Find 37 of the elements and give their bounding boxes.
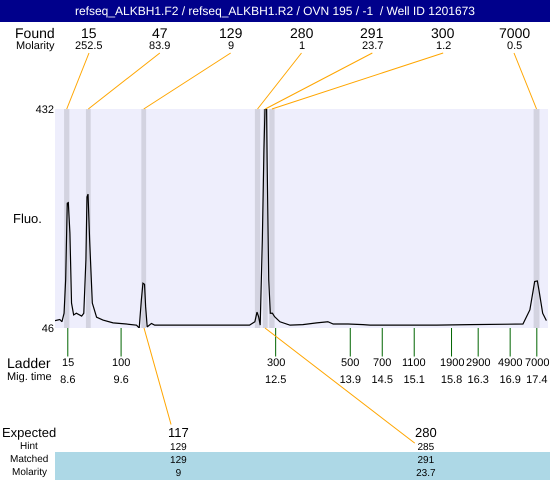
annotation: 15 [62, 357, 74, 369]
annotation: 300 [267, 357, 286, 369]
annotation: 700 [373, 357, 392, 369]
band-label: 15 252.5 [75, 25, 103, 52]
x-tick-label: 15.1 [404, 374, 425, 386]
band-label: 47 83.9 [149, 25, 170, 52]
annotation: 7000 [525, 357, 550, 369]
line-series [55, 109, 547, 328]
annotation: 500 [341, 357, 360, 369]
y-tick-label: 46 [42, 322, 54, 335]
annotation: 1900 [440, 357, 464, 369]
x-tick-label: 8.6 [60, 374, 76, 386]
annotation: 100 [112, 357, 130, 369]
text: Expected Hint Matched Molarity [2, 425, 56, 478]
text: Ladder Mig. time [7, 355, 52, 383]
annotation: 280 285 291 23.7 [415, 425, 437, 479]
band-label: 129 9 [219, 25, 243, 52]
annotation: 117 129 129 9 [168, 425, 189, 479]
x-tick-label: 15.8 [440, 374, 462, 386]
x-tick-label: 17.4 [526, 374, 548, 386]
band-label: 300 1.2 [431, 25, 455, 52]
text: Found Molarity [15, 25, 56, 52]
x-tick-label: 13.9 [340, 374, 361, 386]
x-tick-label: 9.6 [113, 374, 129, 386]
band-label: 280 1 [290, 25, 314, 52]
annotation: 1100 [402, 357, 426, 369]
x-tick-label: 16.3 [467, 374, 489, 386]
x-tick-label: 12.5 [264, 374, 286, 386]
annotation: 4900 [498, 357, 522, 369]
band-label: 7000 0.5 [499, 25, 530, 52]
annotation: 2900 [466, 357, 490, 369]
y-axis-title: Fluo. [13, 211, 42, 226]
band-label: 291 23.7 [360, 25, 384, 52]
chart-title: refseq_ALKBH1.F2 / refseq_ALKBH1.R2 / OVN 195 / -1 / Well ID 1201673 [75, 4, 476, 18]
x-tick-label: 14.5 [372, 374, 393, 386]
x-tick-label: 16.9 [499, 374, 521, 386]
y-tick-label: 432 [36, 104, 54, 116]
